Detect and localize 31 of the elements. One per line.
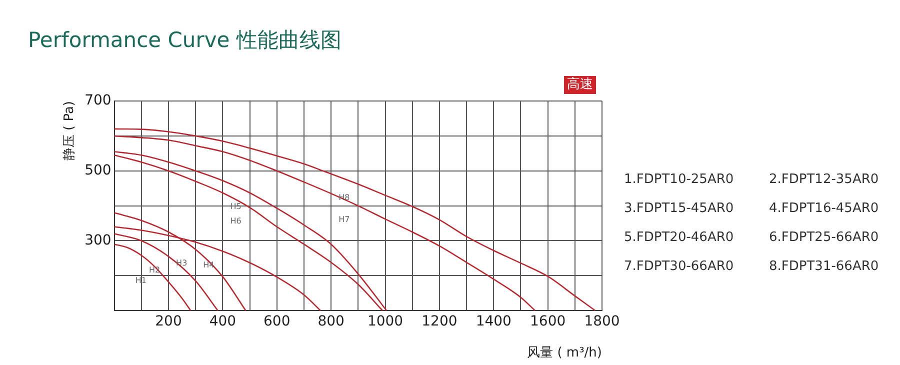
line-series — [114, 135, 536, 311]
text: 4.FDPT16-45AR0 — [769, 201, 880, 216]
y-axis-title: 静压 ( Pa) — [62, 101, 78, 161]
x-axis-title: 风量 ( m³/h) — [527, 346, 602, 361]
x-tick-label: 1200 — [422, 314, 458, 330]
line-series — [114, 244, 192, 311]
x-tick-label: 1000 — [367, 314, 404, 330]
line-series — [114, 128, 596, 311]
text: 7.FDPT30-66AR0 — [624, 259, 735, 274]
text: 2.FDPT12-35AR0 — [769, 172, 880, 187]
x-tick-label: 1400 — [476, 314, 512, 330]
chart-title: Performance Curve 性能曲线图 — [28, 27, 342, 54]
x-tick-label: 1600 — [530, 314, 566, 330]
y-tick-label: 300 — [84, 232, 112, 248]
annotation: H7 — [338, 214, 350, 224]
text: 6.FDPT25-66AR0 — [769, 230, 880, 245]
x-tick-label: 600 — [264, 314, 290, 330]
annotation: H3 — [176, 258, 188, 268]
text: 3.FDPT15-45AR0 — [624, 201, 735, 216]
text: 8.FDPT31-66AR0 — [769, 259, 880, 274]
x-tick-label: 200 — [155, 314, 182, 330]
text: 1.FDPT10-25AR0 — [624, 172, 735, 187]
text: 5.FDPT20-46AR0 — [624, 230, 735, 245]
annotation: H6 — [230, 216, 242, 226]
text: 高速 — [564, 76, 596, 94]
x-tick-label: 800 — [318, 314, 344, 330]
x-tick-label: 400 — [209, 314, 236, 330]
y-tick-label: 700 — [84, 92, 112, 109]
x-tick-label: 1800 — [584, 314, 620, 330]
y-tick-label: 500 — [84, 162, 112, 179]
line-series — [114, 233, 218, 311]
